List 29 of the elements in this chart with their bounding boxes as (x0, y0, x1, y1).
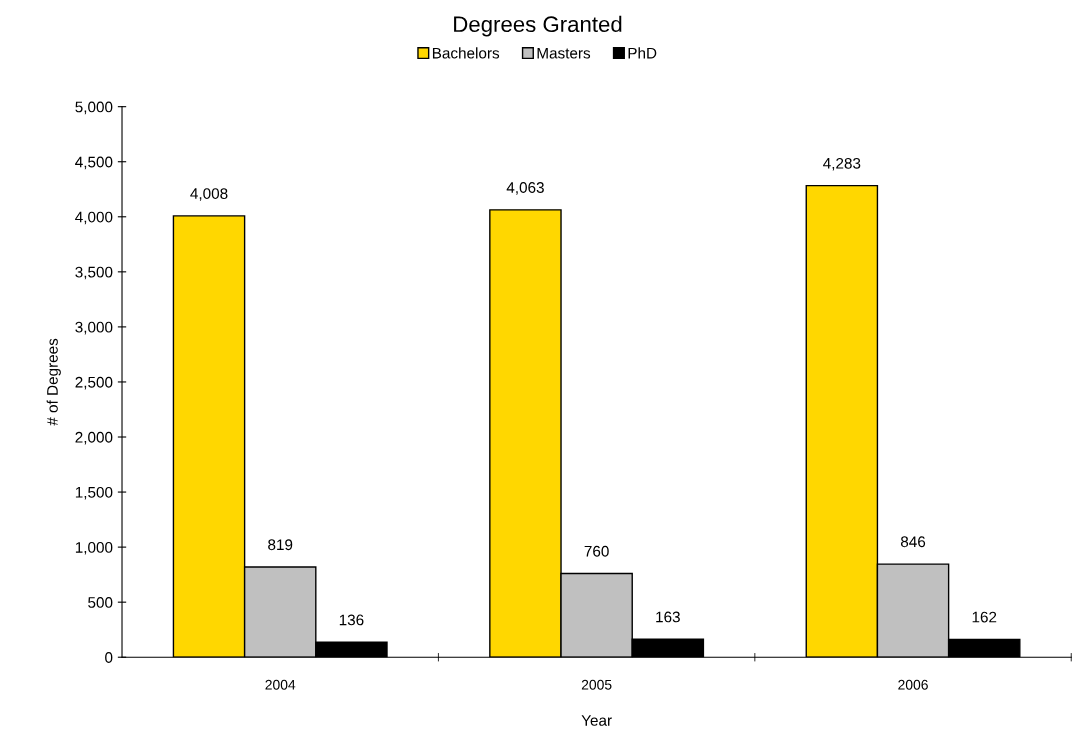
y-tick-label: 0 (105, 652, 113, 663)
y-tick-label: 500 (88, 597, 113, 608)
x-axis-title: Year (581, 715, 612, 726)
y-tick-label: 5,000 (75, 101, 113, 115)
data-label: 4,063 (506, 182, 544, 195)
y-tick-label: 4,000 (75, 211, 113, 225)
y-tick-label: 3,500 (75, 266, 113, 280)
y-tick-label: 1,500 (75, 486, 113, 500)
y-tick-label: 4,500 (75, 156, 113, 170)
chart-title: Degrees Granted (454, 15, 622, 37)
data-label: 846 (900, 536, 926, 548)
y-tick-label: 1,000 (75, 541, 113, 555)
data-label: 4,008 (190, 188, 228, 201)
x-tick-label: 2006 (898, 679, 928, 690)
legend-label: PhD (628, 47, 657, 59)
y-tick-label: 2,500 (75, 376, 113, 390)
data-label: 162 (972, 611, 997, 623)
data-label: 819 (268, 539, 293, 551)
y-axis-title: # of Degrees (46, 338, 61, 426)
y-tick-label: 2,000 (75, 431, 113, 445)
x-tick-label: 2004 (265, 679, 296, 690)
data-label: 4,283 (823, 157, 861, 171)
data-label: 163 (656, 611, 680, 623)
x-tick-label: 2005 (581, 679, 612, 690)
legend-label: Masters (537, 47, 591, 59)
data-label: 136 (339, 614, 364, 626)
legend-label: Bachelors (432, 47, 500, 59)
data-label: 760 (584, 545, 609, 557)
y-tick-label: 3,000 (75, 321, 113, 335)
